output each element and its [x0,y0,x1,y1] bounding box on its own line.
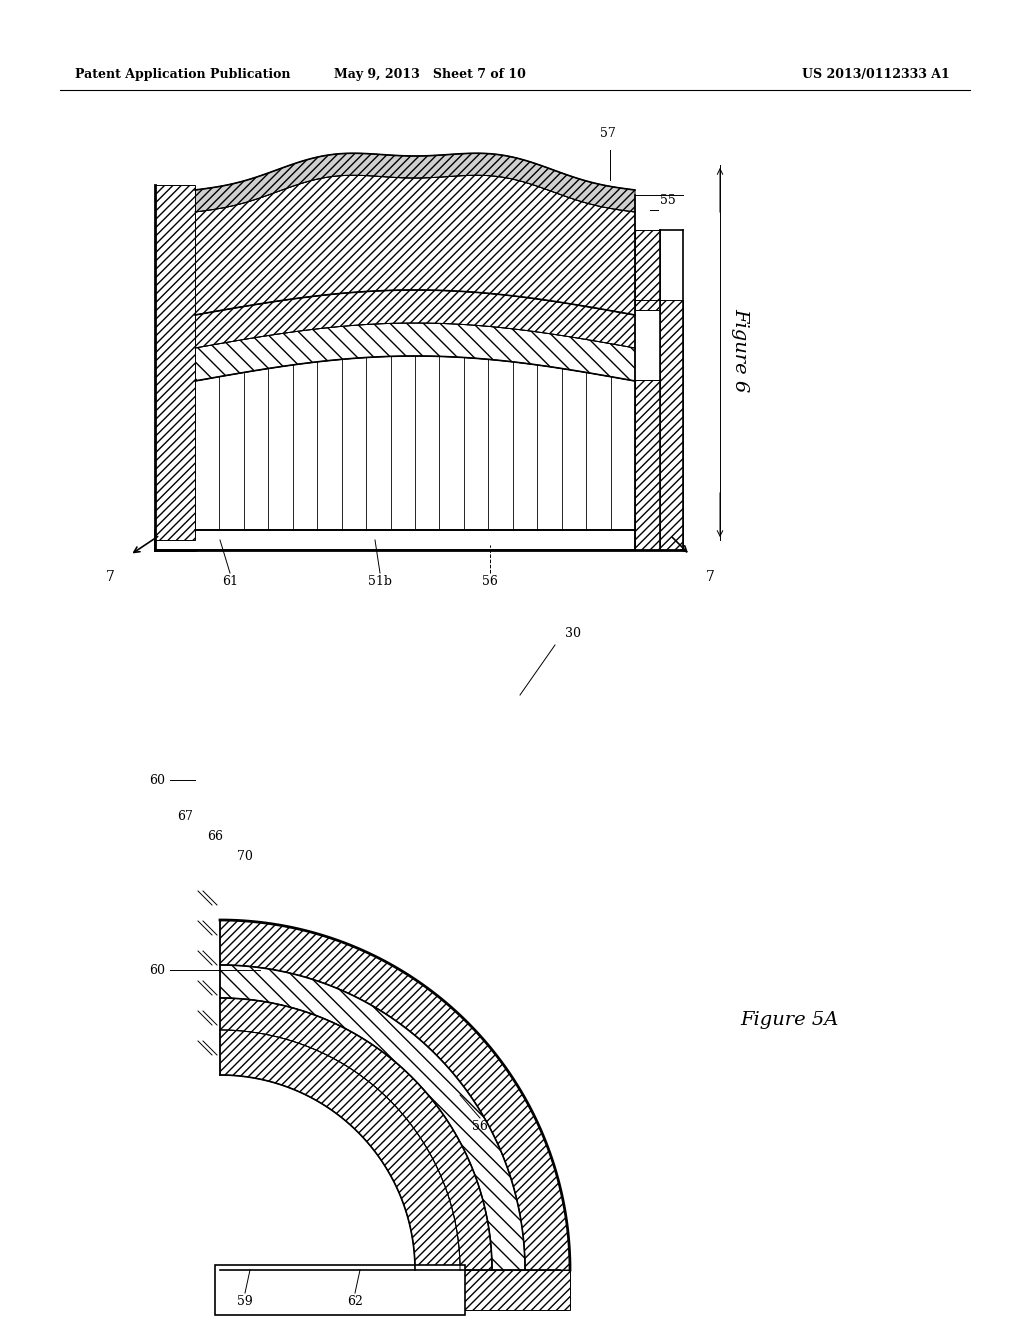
Bar [215,1265,465,1315]
Bar [635,380,660,550]
Bar [155,531,635,550]
Polygon shape [195,153,635,213]
Text: May 9, 2013   Sheet 7 of 10: May 9, 2013 Sheet 7 of 10 [334,69,526,81]
Bar [406,1270,570,1309]
Text: 60: 60 [150,964,165,977]
Polygon shape [220,998,492,1270]
Text: 51b: 51b [368,576,392,587]
Text: Figure 5A: Figure 5A [740,1011,839,1030]
Polygon shape [220,920,570,1270]
Text: 62: 62 [347,1295,362,1308]
Text: 56: 56 [472,1119,488,1133]
Polygon shape [220,1030,460,1270]
Text: US 2013/0112333 A1: US 2013/0112333 A1 [802,69,950,81]
Text: 66: 66 [207,830,223,843]
Text: Patent Application Publication: Patent Application Publication [75,69,291,81]
Text: 60: 60 [150,774,165,787]
Text: 30: 30 [565,627,581,640]
Text: 70: 70 [238,850,253,863]
Text: 56: 56 [482,576,498,587]
Polygon shape [195,323,635,381]
Polygon shape [195,356,635,531]
Text: 67: 67 [177,810,193,822]
Polygon shape [195,290,635,348]
Text: 7: 7 [105,570,115,583]
Text: 61: 61 [222,576,238,587]
Text: Figure 6: Figure 6 [731,308,749,392]
Bar [660,300,683,550]
Polygon shape [195,176,635,315]
Text: 55: 55 [660,194,676,206]
Text: 59: 59 [238,1295,253,1308]
Bar [155,185,195,540]
Polygon shape [220,965,525,1270]
Bar [635,230,660,310]
Text: 7: 7 [706,570,715,583]
Text: 57: 57 [600,127,615,140]
